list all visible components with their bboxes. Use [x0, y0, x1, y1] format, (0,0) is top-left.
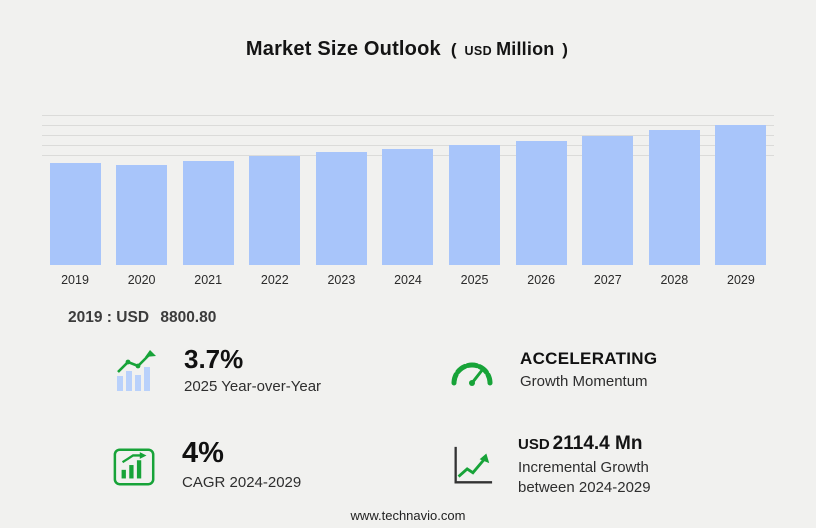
- speedometer-icon: [448, 354, 496, 388]
- bar-slot-2019: [42, 107, 108, 265]
- baseline-value-note: 2019 : USD 8800.80: [68, 309, 816, 327]
- bar-2025: [449, 145, 501, 265]
- stat-incremental-text: USD 2114.4 Mn Incremental Growth between …: [518, 433, 651, 499]
- title-paren-close: ): [562, 40, 569, 59]
- bar-2022: [249, 156, 301, 265]
- cagr-value: 4%: [182, 437, 224, 470]
- stat-yoy-text: 3.7% 2025 Year-over-Year: [184, 345, 321, 397]
- bar-slot-2022: [242, 107, 308, 265]
- momentum-title: ACCELERATING: [520, 349, 658, 369]
- title-main: Market Size Outlook: [245, 38, 441, 60]
- bar-2024: [382, 149, 434, 265]
- x-tick-2021: 2021: [194, 273, 223, 287]
- page-title: Market Size Outlook ( USD Million ): [0, 0, 816, 61]
- bar-slot-2021: [175, 107, 241, 265]
- incremental-caption: Incremental Growth between 2024-2029: [518, 458, 651, 497]
- stat-cagr: 4% CAGR 2024-2029: [112, 433, 448, 499]
- cagr-chart-icon: [112, 443, 158, 489]
- title-unit: Million: [496, 39, 555, 59]
- gridline: [42, 145, 774, 146]
- gridline: [42, 125, 774, 126]
- gridline: [42, 135, 774, 136]
- bar-2029: [715, 125, 767, 265]
- bar-series: [42, 107, 774, 265]
- gridline: [42, 115, 774, 116]
- incremental-value: 2114.4 Mn: [552, 432, 643, 454]
- note-separator: :: [106, 309, 112, 326]
- bar-slot-2020: [109, 107, 175, 265]
- stat-yoy: 3.7% 2025 Year-over-Year: [112, 345, 448, 397]
- x-tick-2022: 2022: [260, 273, 289, 287]
- bar-2026: [515, 141, 567, 265]
- stat-momentum: ACCELERATING Growth Momentum: [448, 345, 732, 397]
- bar-2028: [648, 130, 700, 265]
- bar-chart-plot-area: [42, 107, 774, 265]
- bar-2023: [315, 152, 367, 265]
- momentum-caption: Growth Momentum: [520, 373, 648, 391]
- stat-cagr-text: 4% CAGR 2024-2029: [182, 437, 302, 493]
- x-tick-2019: 2019: [61, 273, 89, 287]
- note-currency: USD: [116, 309, 150, 326]
- title-paren-open: (: [450, 40, 457, 59]
- website-link: www.technavio.com: [350, 508, 466, 523]
- bar-slot-2025: [442, 107, 508, 265]
- stat-momentum-text: ACCELERATING Growth Momentum: [520, 349, 657, 392]
- note-value: 8800.80: [160, 309, 217, 326]
- bar-slot-2023: [308, 107, 374, 265]
- bar-chart: 2019 2020 2021 2022 2023 2024 2025 2026 2027 2028…: [42, 107, 774, 287]
- yoy-growth-bars-icon: [112, 348, 160, 394]
- bar-slot-2027: [575, 107, 641, 265]
- stat-incremental: USD 2114.4 Mn Incremental Growth between …: [448, 433, 732, 499]
- bar-slot-2029: [708, 107, 774, 265]
- incremental-currency: USD: [518, 435, 550, 453]
- yoy-caption: 2025 Year-over-Year: [184, 377, 322, 395]
- x-tick-2024: 2024: [394, 273, 422, 287]
- title-currency: USD: [464, 44, 493, 58]
- note-year: 2019: [68, 309, 103, 326]
- cagr-caption: CAGR 2024-2029: [182, 473, 302, 491]
- bar-2020: [116, 165, 168, 265]
- incremental-growth-icon: [448, 443, 494, 489]
- x-axis-labels: 2019 2020 2021 2022 2023 2024 2025 2026 2027 2028…: [42, 273, 774, 287]
- bar-2019: [49, 163, 101, 265]
- x-tick-2026: 2026: [527, 273, 556, 287]
- x-tick-2027: 2027: [593, 273, 622, 287]
- stats-grid: 3.7% 2025 Year-over-Year ACCELERATING Gr…: [112, 345, 732, 498]
- bar-2027: [582, 136, 634, 265]
- bar-2021: [182, 161, 234, 265]
- bar-slot-2028: [641, 107, 707, 265]
- bar-slot-2024: [375, 107, 441, 265]
- bar-slot-2026: [508, 107, 574, 265]
- x-tick-2029: 2029: [727, 273, 755, 287]
- yoy-value: 3.7%: [184, 344, 244, 374]
- x-tick-2020: 2020: [127, 273, 156, 287]
- x-tick-2023: 2023: [327, 273, 356, 287]
- incremental-value-line: USD 2114.4 Mn: [518, 433, 651, 455]
- x-tick-2028: 2028: [660, 273, 689, 287]
- x-tick-2025: 2025: [460, 273, 489, 287]
